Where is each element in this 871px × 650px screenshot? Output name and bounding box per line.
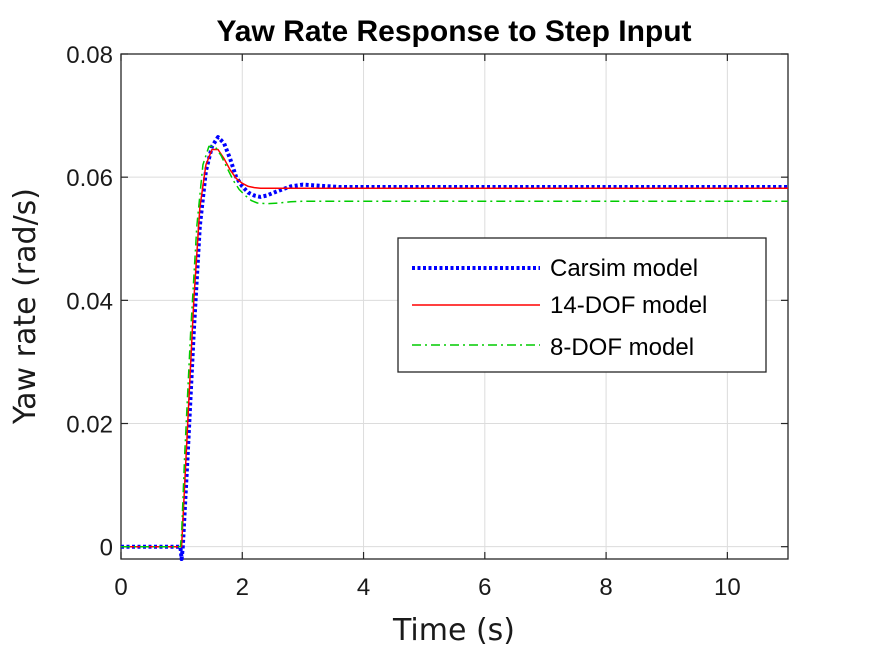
y-tick-label: 0.02 (66, 412, 113, 439)
y-tick-label: 0.08 (66, 42, 113, 69)
plot-area-frame (120, 53, 789, 560)
x-tick-label: 10 (714, 574, 741, 601)
x-tick-label: 8 (599, 574, 612, 601)
x-tick-label: 2 (236, 574, 249, 601)
series-line-2 (121, 148, 788, 548)
chart-title: Yaw Rate Response to Step Input (216, 15, 691, 48)
legend-label-14dof: 14-DOF model (550, 292, 707, 319)
x-tick-label: 6 (478, 574, 491, 601)
y-tick-label: 0.06 (66, 165, 113, 192)
y-tick-label: 0.04 (66, 288, 113, 315)
y-tick-label: 0 (100, 535, 113, 562)
axis-ticks: 0 2 4 6 8 10 0 0.02 0.04 0.06 0.08 (66, 42, 788, 601)
series-line-1 (121, 135, 788, 561)
legend: Carsim model 14-DOF model 8-DOF model (397, 237, 767, 373)
legend-label-carsim: Carsim model (550, 255, 698, 282)
data-series (121, 135, 788, 561)
y-axis-label: Yaw rate (rad/s) (8, 188, 43, 425)
x-tick-label: 0 (114, 574, 127, 601)
series-line-3 (121, 145, 788, 548)
legend-label-8dof: 8-DOF model (550, 334, 694, 361)
x-tick-label: 4 (357, 574, 370, 601)
x-axis-label: Time (s) (392, 613, 515, 648)
